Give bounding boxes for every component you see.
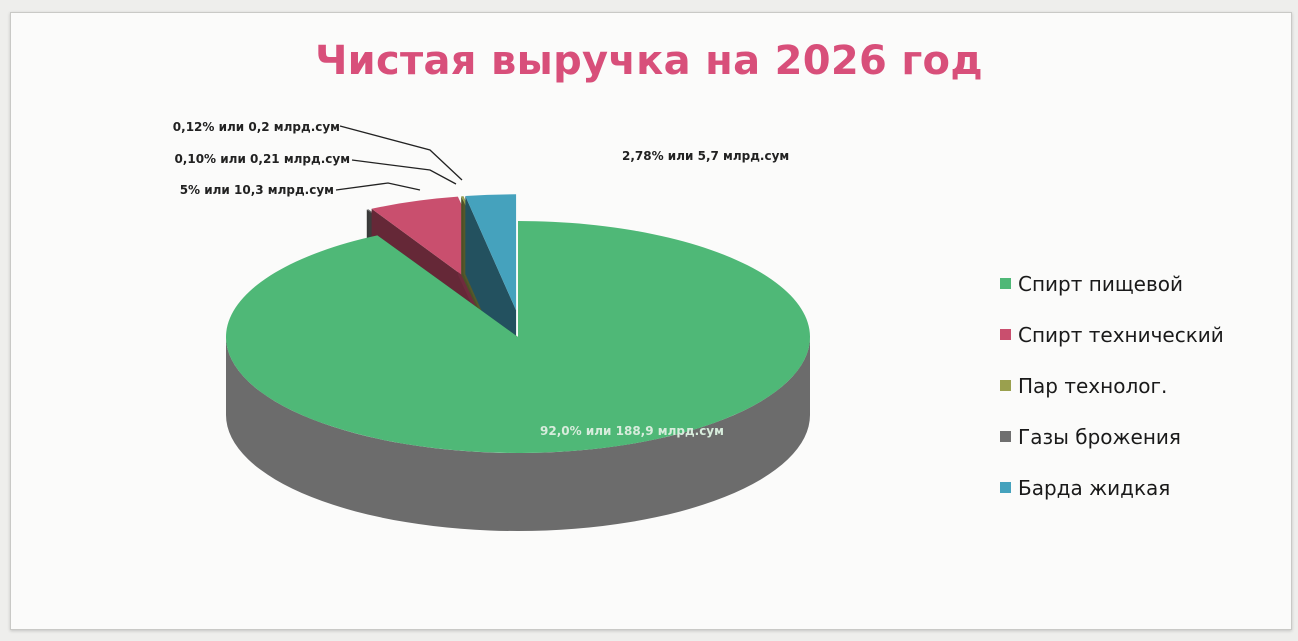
legend-item-spirt-pishchevoy: Спирт пищевой: [1000, 258, 1224, 309]
leader-line: [339, 125, 463, 181]
legend-label: Спирт технический: [1018, 322, 1224, 347]
legend-label: Барда жидкая: [1018, 475, 1171, 500]
legend: Спирт пищевой Спирт технический Пар техн…: [1000, 258, 1224, 513]
pie-slice-4: [465, 194, 517, 311]
data-label: 2,78% или 5,7 млрд.сум: [622, 149, 789, 163]
chart-title: Чистая выручка на 2026 год: [315, 38, 983, 84]
legend-label: Пар технолог.: [1018, 373, 1168, 398]
legend-swatch: [1000, 380, 1011, 391]
legend-swatch: [1000, 431, 1011, 442]
legend-label: Газы брожения: [1018, 424, 1181, 449]
legend-swatch: [1000, 482, 1011, 493]
legend-item-gazy-brozheniya: Газы брожения: [1000, 411, 1224, 462]
pie-slice-0-side: [226, 337, 810, 531]
data-label-main: 92,0% или 188,9 млрд.сум: [540, 424, 724, 438]
legend-swatch: [1000, 329, 1011, 340]
data-label: 5% или 10,3 млрд.сум: [180, 183, 334, 197]
leader-line: [351, 159, 457, 185]
legend-item-barda-zhidkaya: Барда жидкая: [1000, 462, 1224, 513]
callout-layer: 0,12% или 0,2 млрд.сум 0,10% или 0,21 млр…: [173, 120, 789, 438]
pie-layer: [225, 194, 810, 531]
data-label: 0,10% или 0,21 млрд.сум: [174, 152, 350, 166]
leader-line: [335, 182, 421, 191]
legend-label: Спирт пищевой: [1018, 271, 1183, 296]
legend-item-spirt-tekhnicheskiy: Спирт технический: [1000, 309, 1224, 360]
legend-swatch: [1000, 278, 1011, 289]
data-label: 0,12% или 0,2 млрд.сум: [173, 120, 340, 134]
pie-slice-0: [225, 221, 810, 453]
legend-item-par-tekhnolog: Пар технолог.: [1000, 360, 1224, 411]
